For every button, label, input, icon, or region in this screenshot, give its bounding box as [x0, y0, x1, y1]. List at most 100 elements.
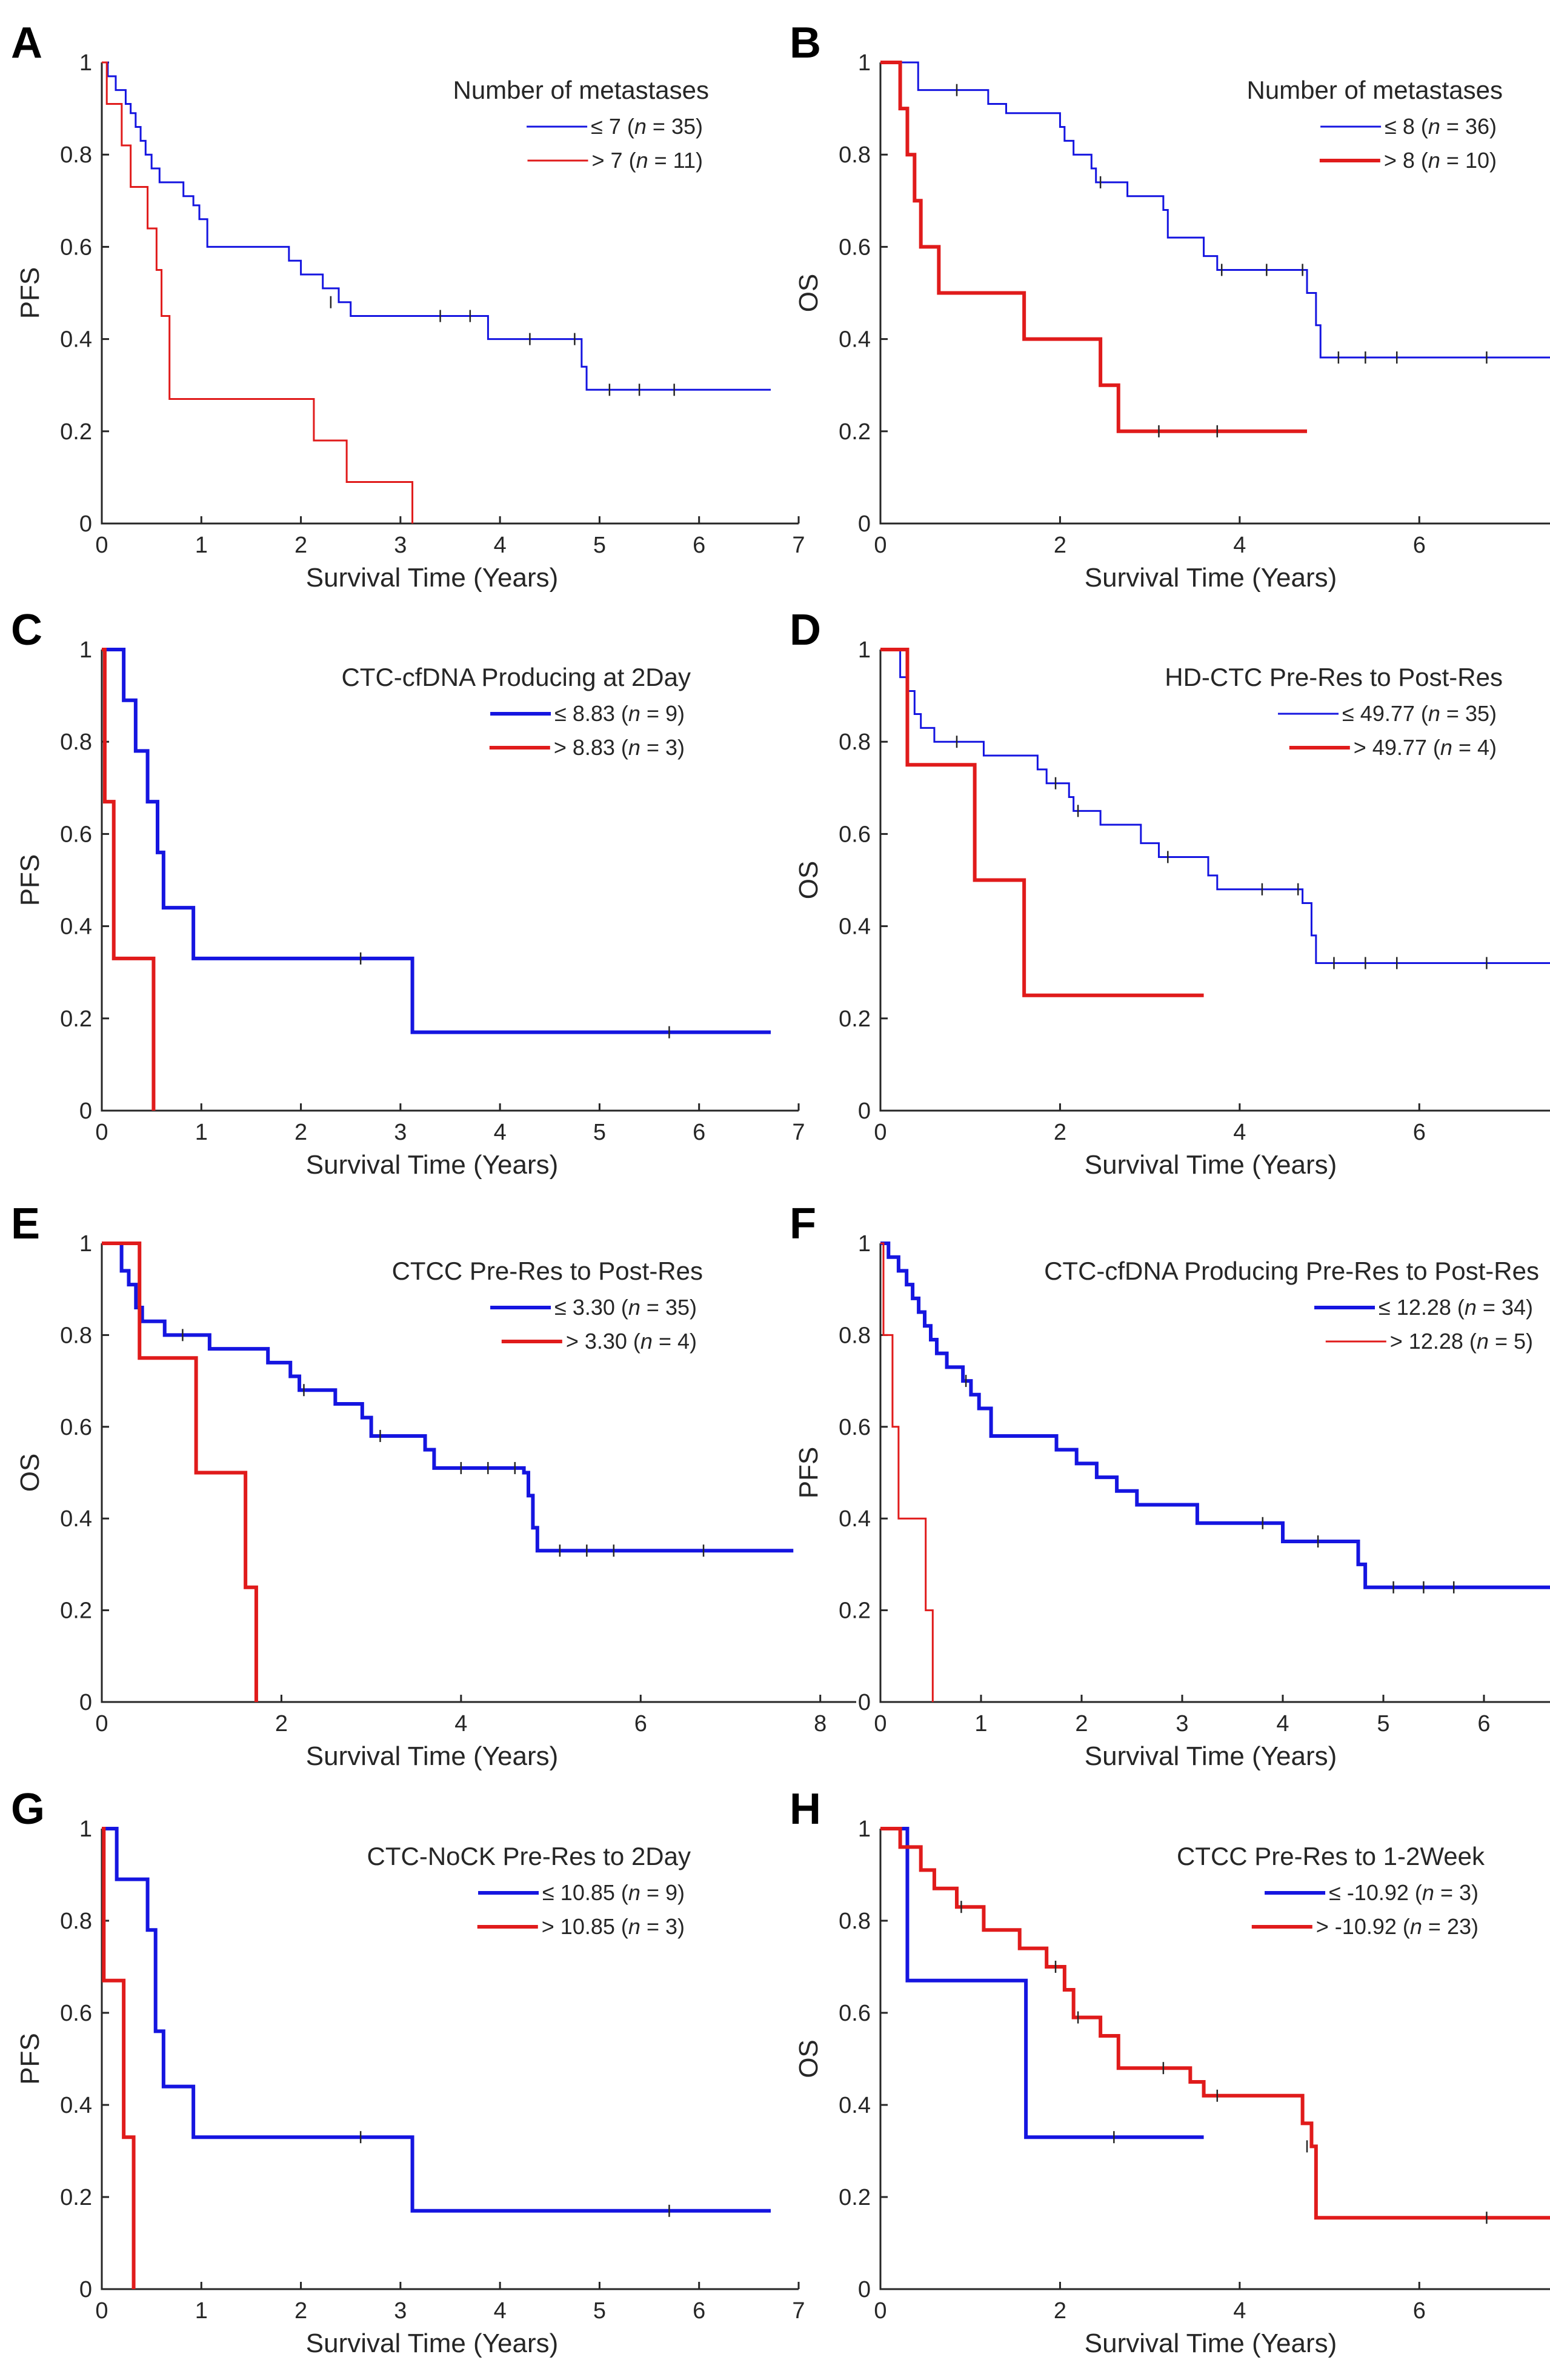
x-axis-title: Survival Time (Years) [306, 1150, 559, 1180]
legend-count: 10 [1465, 148, 1489, 173]
legend-threshold: > 3.30 [566, 1329, 627, 1354]
km-curve-series-2 [102, 1242, 258, 1702]
legend-threshold: ≤ 3.30 [554, 1295, 615, 1320]
x-axis-title: Survival Time (Years) [1085, 563, 1337, 593]
axis-lines [101, 650, 799, 1112]
panel-label: G [11, 1785, 45, 1833]
y-tick-label: 0.2 [839, 1006, 871, 1032]
y-tick-label: 0.6 [60, 234, 92, 260]
x-tick-label: 2 [294, 2298, 307, 2324]
panel-e: E 0 0.2 0.4 0.6 0.8 1 0 2 4 6 8 Survival Time (Years… [11, 1200, 856, 1771]
x-tick-label: 3 [394, 533, 407, 558]
legend-count: 11 [673, 148, 696, 173]
x-tick-label: 2 [1075, 1711, 1088, 1737]
panel-label: H [790, 1785, 821, 1833]
x-tick-label: 2 [294, 1120, 307, 1145]
km-curve-series-2 [880, 648, 1204, 997]
x-tick-label: 8 [814, 1711, 827, 1737]
legend-entry-label: ≤ 12.28 (n = 34) [1379, 1295, 1533, 1320]
x-axis-title: Survival Time (Years) [1085, 2328, 1337, 2358]
legend-threshold: ≤ 10.85 [542, 1880, 615, 1905]
x-tick-label: 2 [1054, 2298, 1066, 2324]
x-tick-label: 0 [95, 2298, 108, 2324]
y-tick-label: 0.6 [839, 822, 871, 847]
legend-entry-label: ≤ -10.92 (n = 3) [1329, 1880, 1478, 1905]
x-tick-label: 2 [1054, 533, 1066, 558]
y-axis-title: PFS [15, 267, 45, 319]
km-curve-series-2 [102, 1827, 136, 2289]
km-curve-series-1 [102, 61, 771, 391]
km-curve-series-1 [880, 648, 1550, 964]
x-tick-label: 4 [1276, 1711, 1289, 1737]
y-tick-label: 0.8 [839, 1323, 871, 1348]
x-tick-label: 1 [974, 1711, 987, 1737]
km-curve-series-1 [880, 1827, 1204, 2139]
y-axis-title: OS [794, 2039, 823, 2078]
x-tick-label: 3 [394, 2298, 407, 2324]
y-tick-label: 0 [79, 1099, 92, 1124]
km-curve-series-2 [880, 1242, 934, 1702]
y-tick-label: 0.2 [60, 2185, 92, 2210]
y-tick-label: 0.2 [839, 419, 871, 445]
legend-title: CTCC Pre-Res to Post-Res [392, 1257, 703, 1285]
panel-label: E [11, 1200, 40, 1248]
y-tick-label: 0.2 [60, 1006, 92, 1032]
y-tick-label: 0 [858, 1099, 871, 1124]
y-tick-label: 1 [858, 1231, 871, 1257]
legend-count: 3 [665, 1914, 677, 1939]
legend-threshold: ≤ 8 [1385, 114, 1415, 139]
y-tick-label: 0.2 [60, 1598, 92, 1624]
y-tick-label: 0.4 [60, 914, 92, 940]
x-tick-label: 0 [95, 533, 108, 558]
km-curve-series-1 [880, 1242, 1550, 1589]
y-tick-label: 0.2 [839, 2185, 871, 2210]
legend-threshold: > 8.83 [554, 735, 615, 760]
x-tick-label: 6 [1413, 1120, 1426, 1145]
y-tick-label: 1 [79, 1817, 92, 1842]
x-axis-title: Survival Time (Years) [306, 1741, 559, 1771]
x-tick-label: 6 [693, 533, 705, 558]
x-tick-label: 7 [792, 2298, 805, 2324]
y-tick-label: 0.6 [60, 1415, 92, 1440]
panel-a: A 0 0.2 0.4 0.6 0.8 1 0 1 2 3 4 5 6 7 Survival Time (Ye… [11, 19, 805, 593]
x-axis-title: Survival Time (Years) [306, 563, 559, 593]
x-tick-label: 3 [1176, 1711, 1188, 1737]
x-tick-label: 0 [95, 1120, 108, 1145]
legend-threshold: ≤ 49.77 [1342, 701, 1415, 726]
y-tick-label: 1 [79, 1231, 92, 1257]
y-axis-title: PFS [15, 854, 45, 906]
legend-title: CTC-cfDNA Producing at 2Day [341, 663, 691, 691]
legend-count: 4 [677, 1329, 690, 1354]
legend-title: Number of metastases [453, 76, 709, 104]
legend-entry-label: ≤ 8.83 (n = 9) [554, 701, 685, 726]
legend-entry-label: ≤ 3.30 (n = 35) [554, 1295, 697, 1320]
y-tick-label: 0 [79, 511, 92, 537]
legend-entry-label: > 12.28 (n = 5) [1390, 1329, 1533, 1354]
x-tick-label: 5 [593, 1120, 606, 1145]
x-tick-label: 5 [1377, 1711, 1389, 1737]
legend-count: 35 [1465, 701, 1489, 726]
legend-title: CTCC Pre-Res to 1-2Week [1177, 1842, 1485, 1870]
y-tick-label: 1 [858, 1817, 871, 1842]
x-axis-title: Survival Time (Years) [1085, 1150, 1337, 1180]
legend-threshold: ≤ 8.83 [554, 701, 615, 726]
legend-count: 35 [665, 1295, 690, 1320]
legend-entry-label: > 7 (n = 11) [592, 148, 703, 173]
legend-entry-label: > 3.30 (n = 4) [566, 1329, 697, 1354]
legend-threshold: > 49.77 [1354, 735, 1427, 760]
y-tick-label: 0.2 [839, 1598, 871, 1624]
km-curve-series-2 [102, 61, 414, 524]
y-tick-label: 0.4 [839, 1506, 871, 1532]
legend-entry-label: ≤ 7 (n = 35) [591, 114, 703, 139]
y-axis-title: OS [15, 1454, 45, 1492]
legend-entry-label: > 49.77 (n = 4) [1354, 735, 1497, 760]
y-tick-label: 1 [79, 637, 92, 663]
legend-threshold: > 8 [1384, 148, 1415, 173]
y-tick-label: 0 [858, 511, 871, 537]
legend-title: CTC-cfDNA Producing Pre-Res to Post-Res [1044, 1257, 1539, 1285]
legend-threshold: > -10.92 [1316, 1914, 1397, 1939]
x-tick-label: 0 [874, 1711, 886, 1737]
